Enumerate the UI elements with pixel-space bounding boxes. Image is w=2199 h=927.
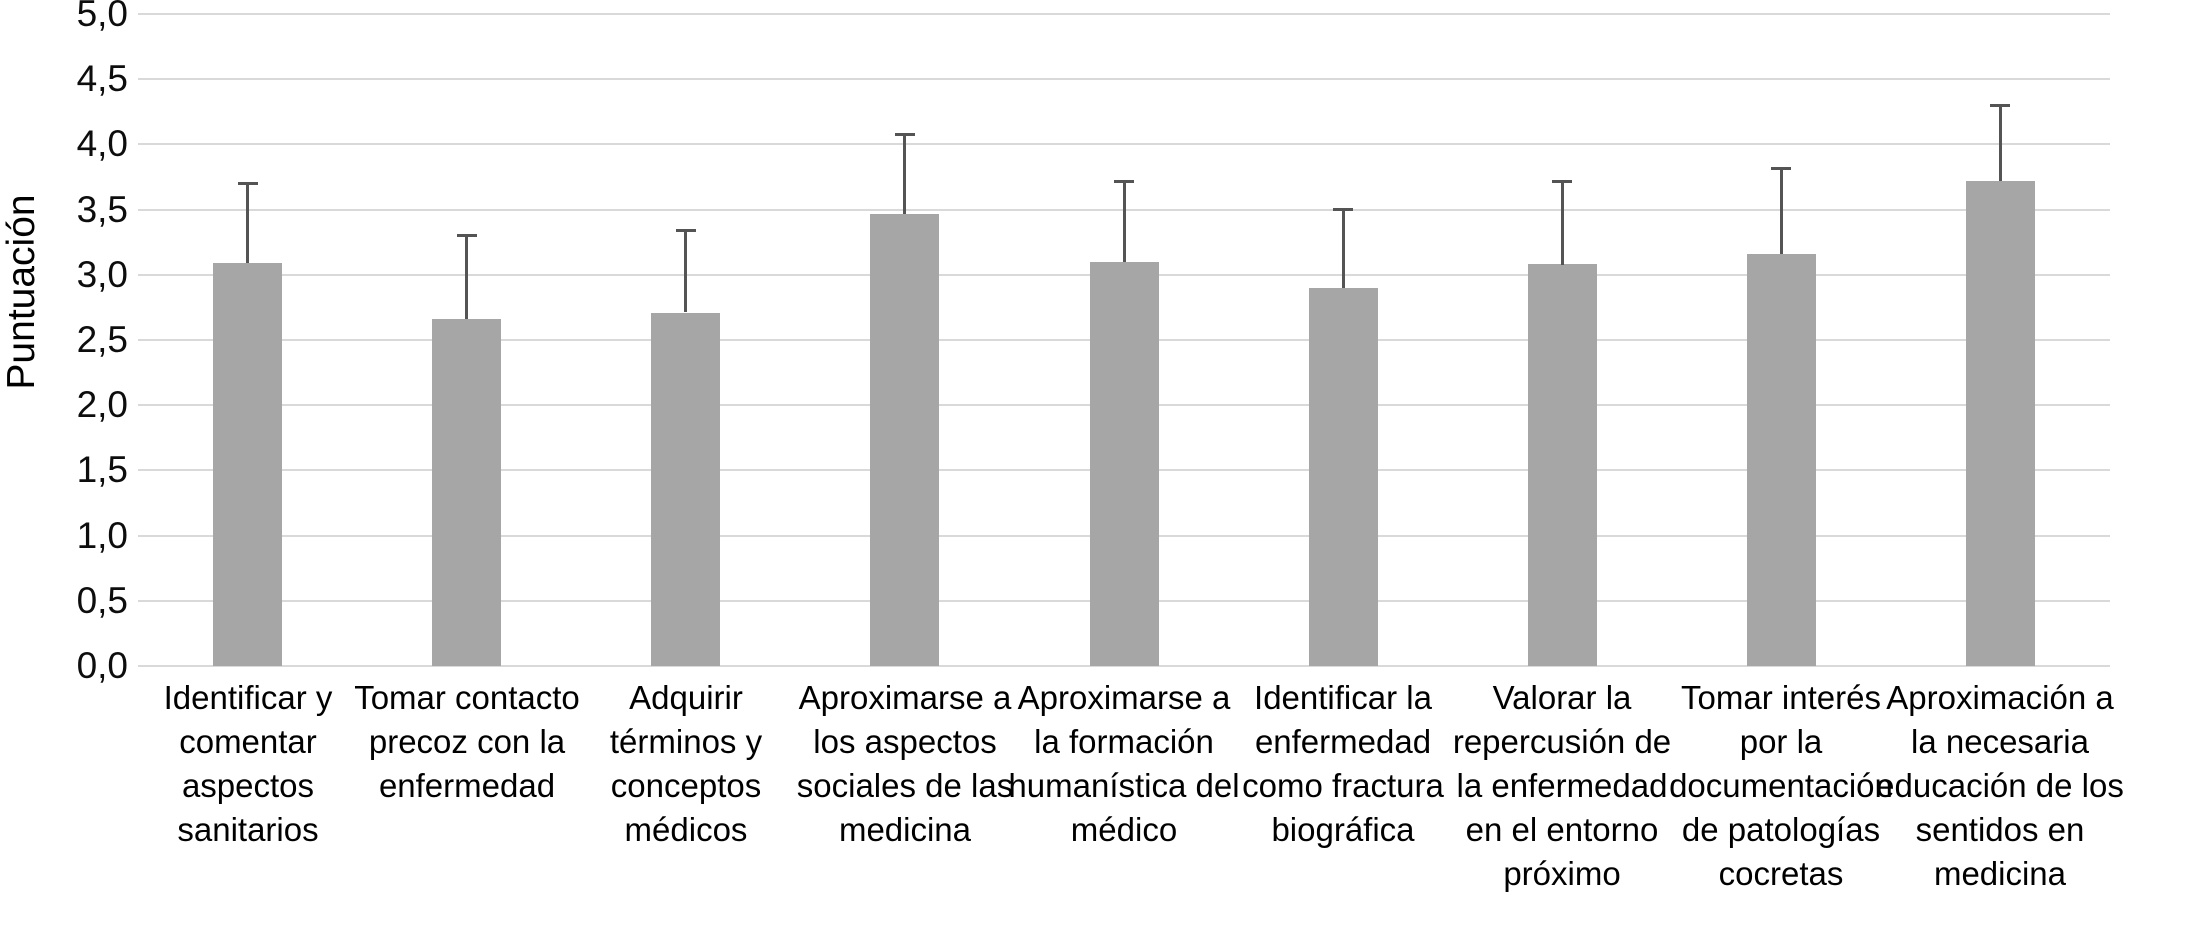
x-axis-label: Identificar la enfermedad como fractura … (1242, 679, 1444, 848)
error-bar-cap (238, 182, 258, 185)
error-bar (903, 133, 906, 214)
error-bar-cap (1114, 180, 1134, 183)
bar (1528, 264, 1597, 666)
bar (1966, 181, 2035, 666)
bar (651, 313, 720, 666)
y-tick-label: 1,5 (76, 449, 128, 490)
bar (1309, 288, 1378, 666)
y-tick-label: 2,0 (76, 384, 128, 425)
error-bar-cap (457, 234, 477, 237)
bar (1090, 262, 1159, 666)
y-tick-label: 5,0 (76, 0, 128, 34)
y-tick-label: 2,5 (76, 319, 128, 360)
error-bar-cap (895, 133, 915, 136)
error-bar-cap (1552, 180, 1572, 183)
x-axis-label: Tomar interés por la documentación de pa… (1669, 679, 1893, 892)
y-tick-label: 0,5 (76, 580, 128, 621)
x-axis-label: Aproximación a la necesaria educación de… (1876, 679, 2124, 892)
x-axis-label: Aproximarse a los aspectos sociales de l… (796, 679, 1014, 848)
y-tick-label: 4,0 (76, 123, 128, 164)
y-tick-label: 0,0 (76, 645, 128, 686)
error-bar (465, 234, 468, 319)
error-bar (246, 182, 249, 263)
error-bar-cap (1333, 208, 1353, 211)
x-axis-label: Adquirir términos y conceptos médicos (609, 679, 763, 848)
y-tick-label: 3,0 (76, 254, 128, 295)
y-tick-label: 3,5 (76, 189, 128, 230)
error-bar-cap (676, 229, 696, 232)
x-axis-label: Identificar y comentar aspectos sanitari… (163, 679, 333, 848)
error-bar-cap (1990, 104, 2010, 107)
y-tick-label: 4,5 (76, 58, 128, 99)
error-bar (1780, 167, 1783, 254)
error-bar (1561, 180, 1564, 265)
gridline (138, 665, 2110, 667)
bar (870, 214, 939, 666)
bar (1747, 254, 1816, 666)
error-bar-cap (1771, 167, 1791, 170)
x-axis-label: Aproximarse a la formación humanística d… (1008, 679, 1240, 848)
gridline (138, 78, 2110, 80)
x-axis-label: Tomar contacto precoz con la enfermedad (354, 679, 580, 804)
error-bar (1123, 180, 1126, 262)
error-bar (1999, 104, 2002, 181)
gridline (138, 143, 2110, 145)
error-bar (1342, 208, 1345, 288)
error-bar (684, 229, 687, 312)
gridline (138, 13, 2110, 15)
bar (213, 263, 282, 666)
x-axis-label: Valorar la repercusión de la enfermedad … (1452, 679, 1672, 892)
bar (432, 319, 501, 666)
y-tick-label: 1,0 (76, 515, 128, 556)
